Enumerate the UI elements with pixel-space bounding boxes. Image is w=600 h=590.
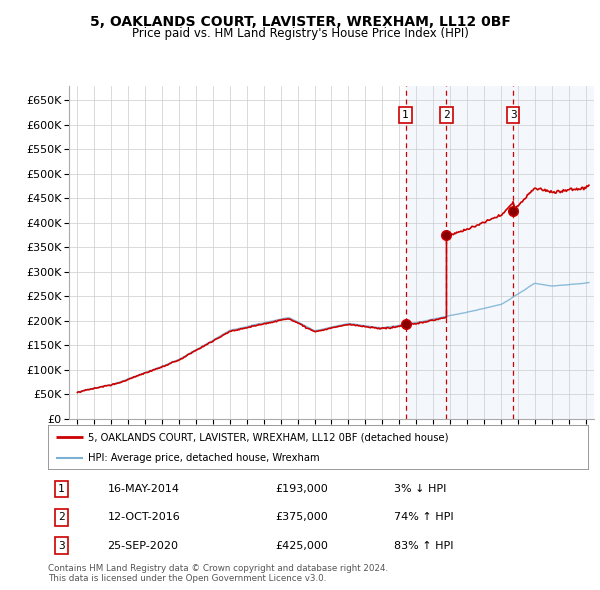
Text: £375,000: £375,000	[275, 513, 328, 522]
Text: 3: 3	[510, 110, 517, 120]
Text: 3: 3	[58, 541, 65, 550]
Text: 3% ↓ HPI: 3% ↓ HPI	[394, 484, 446, 494]
Text: 2: 2	[443, 110, 450, 120]
Text: £193,000: £193,000	[275, 484, 328, 494]
Text: 74% ↑ HPI: 74% ↑ HPI	[394, 513, 453, 522]
Text: 2: 2	[58, 513, 65, 522]
Text: 25-SEP-2020: 25-SEP-2020	[107, 541, 178, 550]
Bar	[406, 86, 446, 419]
Text: £425,000: £425,000	[275, 541, 328, 550]
Bar	[446, 86, 513, 419]
Text: 16-MAY-2014: 16-MAY-2014	[107, 484, 179, 494]
Text: 83% ↑ HPI: 83% ↑ HPI	[394, 541, 453, 550]
Text: HPI: Average price, detached house, Wrexham: HPI: Average price, detached house, Wrex…	[89, 453, 320, 463]
Text: 12-OCT-2016: 12-OCT-2016	[107, 513, 180, 522]
Bar	[513, 86, 594, 419]
Text: 1: 1	[402, 110, 409, 120]
Text: Contains HM Land Registry data © Crown copyright and database right 2024.
This d: Contains HM Land Registry data © Crown c…	[48, 564, 388, 584]
Text: 5, OAKLANDS COURT, LAVISTER, WREXHAM, LL12 0BF: 5, OAKLANDS COURT, LAVISTER, WREXHAM, LL…	[89, 15, 511, 29]
Text: 5, OAKLANDS COURT, LAVISTER, WREXHAM, LL12 0BF (detached house): 5, OAKLANDS COURT, LAVISTER, WREXHAM, LL…	[89, 432, 449, 442]
Text: 1: 1	[58, 484, 65, 494]
Text: Price paid vs. HM Land Registry's House Price Index (HPI): Price paid vs. HM Land Registry's House …	[131, 27, 469, 40]
